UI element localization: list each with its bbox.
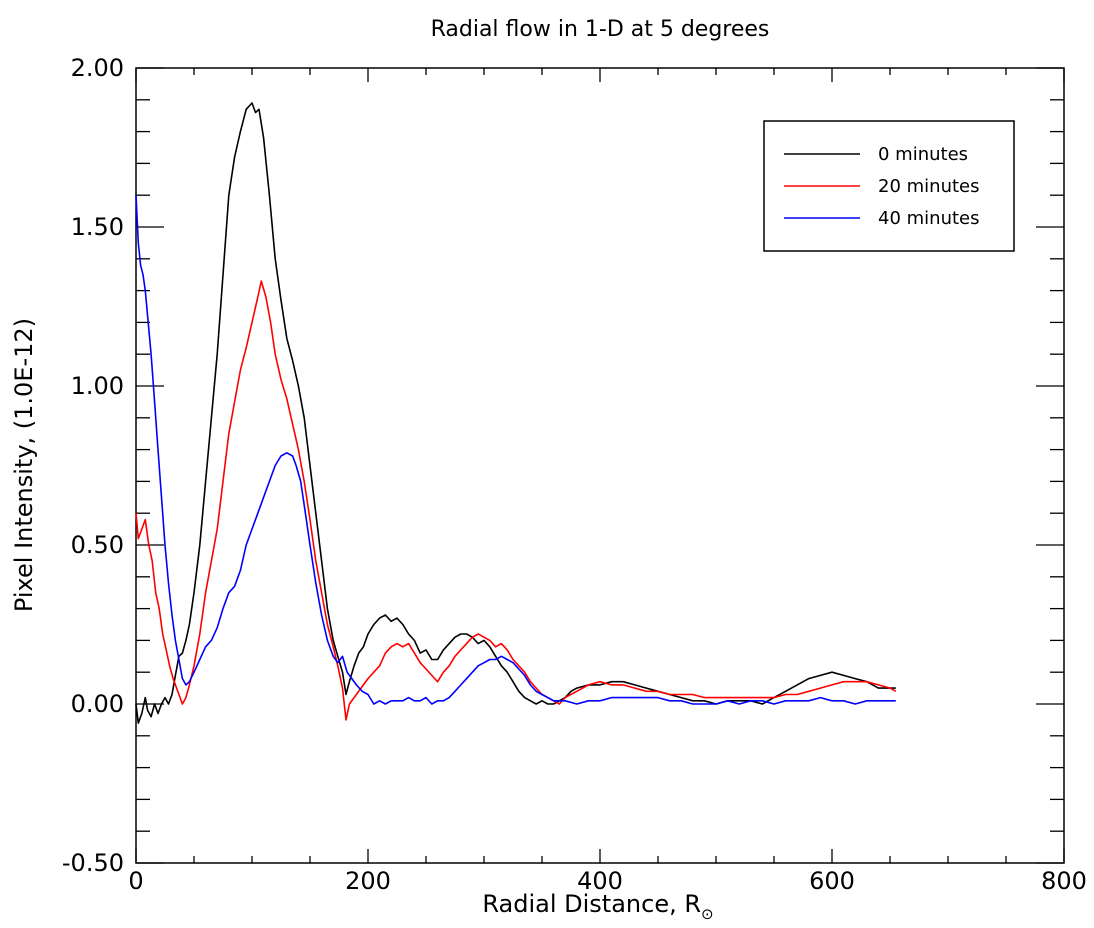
legend-entry: 0 minutes: [878, 144, 968, 165]
legend-entry: 20 minutes: [878, 176, 980, 197]
x-tick-label: 400: [577, 867, 623, 895]
series-layer: [135, 102, 897, 724]
legend: 0 minutes 20 minutes 40 minutes: [763, 120, 1015, 252]
y-tick-label: 2.00: [71, 54, 124, 82]
x-tick-label: 800: [1041, 867, 1087, 895]
axis-tick-labels: 0 200 400 600 800 -0.50 0.00 0.50 1.00 1.50 2.00: [62, 54, 1087, 895]
x-tick-label: 0: [128, 867, 143, 895]
y-tick-label: 0.50: [71, 531, 124, 559]
x-axis-label-text: Radial Distance, R: [482, 890, 701, 918]
x-axis-label-subscript: ⊙: [701, 905, 714, 923]
x-axis-label: Radial Distance, R⊙: [482, 890, 713, 923]
legend-entry: 40 minutes: [878, 208, 980, 229]
y-tick-label: 1.00: [71, 372, 124, 400]
axis-ticks: [135, 67, 1065, 864]
y-tick-label: 1.50: [71, 213, 124, 241]
series-line: [135, 280, 897, 721]
series-line: [135, 195, 896, 705]
y-tick-label: -0.50: [62, 849, 124, 877]
chart-title: Radial flow in 1-D at 5 degrees: [431, 17, 770, 42]
y-axis-label: Pixel Intensity, (1.0E-12): [10, 318, 38, 612]
y-tick-label: 0.00: [71, 690, 124, 718]
x-tick-label: 200: [345, 867, 391, 895]
x-tick-label: 600: [809, 867, 855, 895]
series-line: [135, 102, 896, 724]
